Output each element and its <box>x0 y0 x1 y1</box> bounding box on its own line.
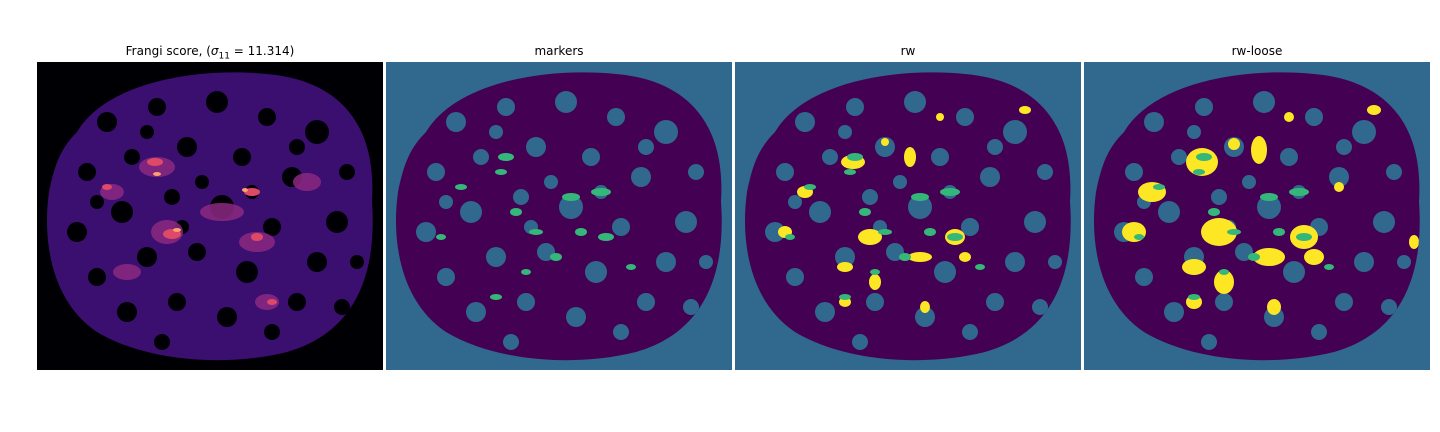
rw-loose-image <box>1084 62 1430 370</box>
rw-svg <box>735 62 1081 370</box>
panel-title-frangi: Frangi score, (σ11 = 11.314) <box>37 44 383 62</box>
markers-svg <box>386 62 732 370</box>
rw-image <box>735 62 1081 370</box>
frangi-score-image <box>37 62 383 370</box>
panel-title-markers: markers <box>534 44 584 58</box>
frangi-score-svg <box>37 62 383 370</box>
panel-title-rw: rw <box>900 44 916 58</box>
panel-title-rw-loose: rw-loose <box>1231 44 1283 58</box>
markers-image <box>386 62 732 370</box>
rw-loose-svg <box>1084 62 1430 370</box>
title-prefix: Frangi score, ( <box>125 44 211 58</box>
title-symbol: σ <box>210 44 219 58</box>
title-suffix: = 11.314) <box>229 44 295 58</box>
title-subscript: 11 <box>218 51 230 62</box>
